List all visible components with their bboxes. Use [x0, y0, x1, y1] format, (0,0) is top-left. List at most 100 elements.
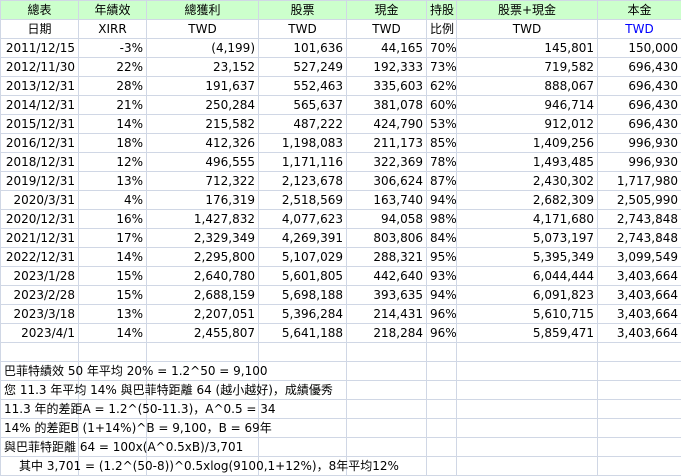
cell: 84% — [426, 228, 457, 248]
cell: 98% — [426, 209, 457, 229]
row — [0, 342, 681, 362]
row: 14% 的差距B (1+14%)^B = 9,100，B = 69年 — [0, 418, 681, 438]
cell: 412,326 — [146, 133, 259, 153]
note-text: 您 11.3 年平均 14% 與巴菲特距離 64 (越小越好)，成績優秀 — [4, 383, 333, 397]
note-text: 14% 的差距B (1+14%)^B = 9,100，B = 69年 — [4, 421, 272, 435]
cell — [426, 361, 457, 381]
cell: 912,012 — [456, 114, 598, 134]
cell — [456, 437, 598, 457]
cell: 322,369 — [346, 152, 427, 172]
cell — [597, 399, 681, 419]
cell: 13% — [78, 171, 147, 191]
cell: 總獲利 — [146, 0, 259, 20]
cell: 總表 — [0, 0, 79, 20]
cell: 2,688,159 — [146, 285, 259, 305]
cell: 持股 — [426, 0, 457, 20]
cell — [426, 437, 457, 457]
cell — [597, 437, 681, 457]
cell: 2,207,051 — [146, 304, 259, 324]
cell: 94% — [426, 190, 457, 210]
cell: 211,173 — [346, 133, 427, 153]
cell: 3,403,664 — [597, 304, 681, 324]
row: 2023/2/28 15% 2,688,159 5,698,188 393,635 94%… — [0, 285, 681, 305]
cell: 5,641,188 — [258, 323, 347, 343]
cell: 2023/4/1 — [0, 323, 79, 343]
row: 11.3 年的差距A = 1.2^(50-11.3)，A^0.5 = 34 — [0, 399, 681, 419]
cell: 2,455,807 — [146, 323, 259, 343]
cell: 250,284 — [146, 95, 259, 115]
cell: 15% — [78, 266, 147, 286]
note-text: 11.3 年的差距A = 1.2^(50-11.3)，A^0.5 = 34 — [4, 402, 276, 416]
cell — [426, 456, 457, 476]
cell: 335,603 — [346, 76, 427, 96]
row: 2020/12/31 16% 1,427,832 4,077,623 94,058 98%… — [0, 209, 681, 229]
cell: 其中 3,701 = (1.2^(50-8))^0.5xlog(9100,1+1… — [0, 456, 399, 476]
cell: 2,743,848 — [597, 228, 681, 248]
cell — [78, 342, 147, 362]
cell — [597, 418, 681, 438]
note-text: 巴菲特績效 50 年平均 20% = 1.2^50 = 9,100 — [4, 364, 268, 378]
cell: 巴菲特績效 50 年平均 20% = 1.2^50 = 9,100 — [0, 361, 268, 381]
cell: -3% — [78, 38, 147, 58]
cell: 215,582 — [146, 114, 259, 134]
cell: 101,636 — [258, 38, 347, 58]
cell: 87% — [426, 171, 457, 191]
cell: 3,099,549 — [597, 247, 681, 267]
cell — [426, 380, 457, 400]
row: 2023/4/1 14% 2,455,807 5,641,188 218,284 96% 5… — [0, 323, 681, 343]
cell: 4,077,623 — [258, 209, 347, 229]
cell: 487,222 — [258, 114, 347, 134]
cell: 14% — [78, 114, 147, 134]
row: 2015/12/31 14% 215,582 487,222 424,790 53% 912… — [0, 114, 681, 134]
cell: 17% — [78, 228, 147, 248]
cell: 94,058 — [346, 209, 427, 229]
cell — [597, 456, 681, 476]
row: 2016/12/31 18% 412,326 1,198,083 211,173 85% 1… — [0, 133, 681, 153]
cell: 2023/3/18 — [0, 304, 79, 324]
cell: 94% — [426, 285, 457, 305]
cell: TWD — [258, 19, 347, 39]
cell: 股票 — [258, 0, 347, 20]
row: 日期 XIRR TWD TWD TWD 比例 TWD TWD — [0, 19, 681, 39]
cell: 381,078 — [346, 95, 427, 115]
cell: TWD — [456, 19, 598, 39]
row: 與巴菲特距離 64 = 100x(A^0.5xB)/3,701 — [0, 437, 681, 457]
cell: 696,430 — [597, 95, 681, 115]
cell: 946,714 — [456, 95, 598, 115]
cell: 5,698,188 — [258, 285, 347, 305]
cell: TWD — [597, 19, 681, 39]
note-text: 與巴菲特距離 64 = 100x(A^0.5xB)/3,701 — [4, 440, 244, 454]
cell: TWD — [346, 19, 427, 39]
cell — [456, 456, 598, 476]
cell: 5,107,029 — [258, 247, 347, 267]
row: 2011/12/15 -3% (4,199) 101,636 44,165 70% 145,… — [0, 38, 681, 58]
cell: 424,790 — [346, 114, 427, 134]
cell: XIRR — [78, 19, 147, 39]
row: 巴菲特績效 50 年平均 20% = 1.2^50 = 9,100 — [0, 361, 681, 381]
cell — [346, 418, 427, 438]
cell — [346, 342, 427, 362]
cell: 60% — [426, 95, 457, 115]
cell: 日期 — [0, 19, 79, 39]
cell: 23,152 — [146, 57, 259, 77]
cell: 192,333 — [346, 57, 427, 77]
cell: 2,329,349 — [146, 228, 259, 248]
cell: 5,859,471 — [456, 323, 598, 343]
cell — [456, 342, 598, 362]
cell: 1,409,256 — [456, 133, 598, 153]
cell: 5,601,805 — [258, 266, 347, 286]
cell: 2013/12/31 — [0, 76, 79, 96]
cell: 6,091,823 — [456, 285, 598, 305]
cell: 您 11.3 年平均 14% 與巴菲特距離 64 (越小越好)，成績優秀 — [0, 380, 333, 400]
cell: 14% 的差距B (1+14%)^B = 9,100，B = 69年 — [0, 418, 272, 438]
cell: 176,319 — [146, 190, 259, 210]
cell: 163,740 — [346, 190, 427, 210]
cell: 96% — [426, 304, 457, 324]
cell — [456, 361, 598, 381]
cell: 191,637 — [146, 76, 259, 96]
cell: 996,930 — [597, 133, 681, 153]
cell — [346, 380, 427, 400]
cell: 2,682,309 — [456, 190, 598, 210]
cell — [597, 342, 681, 362]
cell: 2,743,848 — [597, 209, 681, 229]
